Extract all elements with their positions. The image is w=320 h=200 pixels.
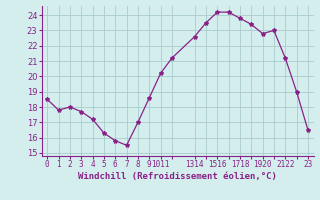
X-axis label: Windchill (Refroidissement éolien,°C): Windchill (Refroidissement éolien,°C)	[78, 172, 277, 181]
